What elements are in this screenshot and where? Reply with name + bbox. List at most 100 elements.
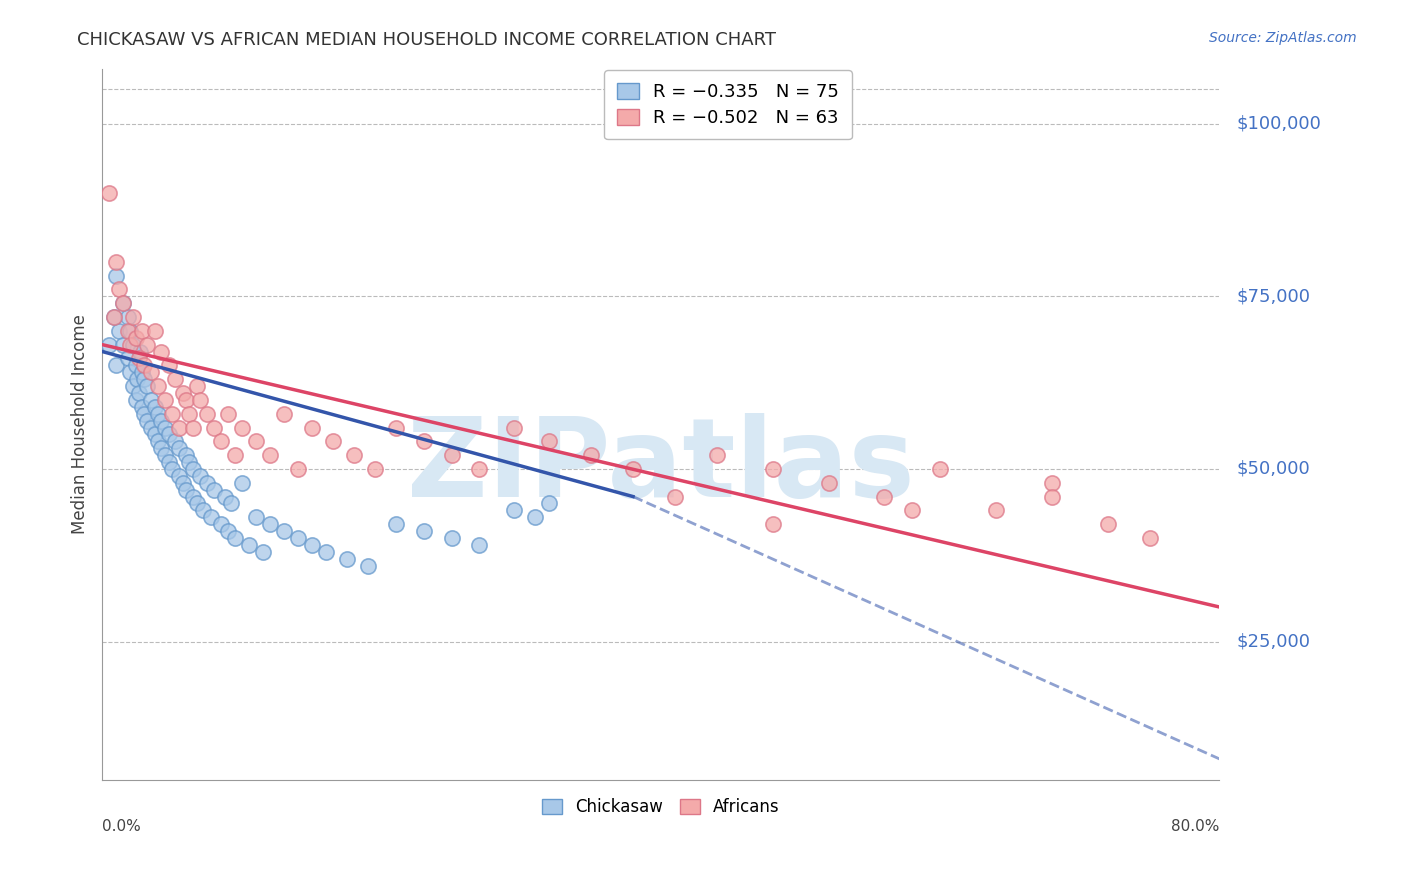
Point <box>177 407 200 421</box>
Point <box>150 414 173 428</box>
Legend: Chickasaw, Africans: Chickasaw, Africans <box>534 790 789 824</box>
Point <box>238 538 260 552</box>
Point <box>136 414 159 428</box>
Point <box>357 558 380 573</box>
Point <box>117 310 139 324</box>
Point <box>186 496 208 510</box>
Point <box>163 372 186 386</box>
Point <box>105 268 128 283</box>
Point <box>412 524 434 538</box>
Point <box>125 392 148 407</box>
Point <box>122 379 145 393</box>
Point <box>167 420 190 434</box>
Point <box>186 379 208 393</box>
Point <box>191 503 214 517</box>
Point <box>136 337 159 351</box>
Point <box>322 434 344 449</box>
Point <box>131 400 153 414</box>
Point <box>929 462 952 476</box>
Point <box>148 379 170 393</box>
Point <box>162 462 184 476</box>
Point <box>901 503 924 517</box>
Point <box>141 420 163 434</box>
Point <box>155 420 177 434</box>
Point <box>301 420 323 434</box>
Point <box>174 483 197 497</box>
Point <box>145 427 167 442</box>
Point <box>167 442 190 456</box>
Point <box>538 496 561 510</box>
Point <box>159 359 181 373</box>
Point <box>120 324 142 338</box>
Point <box>103 310 125 324</box>
Point <box>174 392 197 407</box>
Point <box>287 531 309 545</box>
Point <box>108 282 131 296</box>
Point <box>163 434 186 449</box>
Point <box>141 392 163 407</box>
Point <box>762 462 785 476</box>
Point <box>273 407 295 421</box>
Point <box>384 517 406 532</box>
Point <box>103 310 125 324</box>
Text: $25,000: $25,000 <box>1236 632 1310 650</box>
Point <box>1097 517 1119 532</box>
Text: 80.0%: 80.0% <box>1171 819 1219 834</box>
Point <box>112 296 135 310</box>
Point <box>125 331 148 345</box>
Point <box>155 392 177 407</box>
Point <box>503 420 526 434</box>
Point <box>202 483 225 497</box>
Point <box>217 524 239 538</box>
Point <box>131 365 153 379</box>
Point <box>120 365 142 379</box>
Point <box>105 359 128 373</box>
Y-axis label: Median Household Income: Median Household Income <box>72 314 89 534</box>
Point <box>188 468 211 483</box>
Point <box>301 538 323 552</box>
Point <box>172 475 194 490</box>
Text: CHICKASAW VS AFRICAN MEDIAN HOUSEHOLD INCOME CORRELATION CHART: CHICKASAW VS AFRICAN MEDIAN HOUSEHOLD IN… <box>77 31 776 49</box>
Point <box>524 510 547 524</box>
Point <box>145 324 167 338</box>
Text: $100,000: $100,000 <box>1236 115 1322 133</box>
Point <box>503 503 526 517</box>
Point <box>177 455 200 469</box>
Point <box>259 517 281 532</box>
Point <box>259 448 281 462</box>
Point <box>440 531 463 545</box>
Point <box>209 517 232 532</box>
Point <box>148 407 170 421</box>
Point <box>117 324 139 338</box>
Point <box>112 296 135 310</box>
Point <box>224 448 246 462</box>
Point <box>224 531 246 545</box>
Point <box>136 379 159 393</box>
Point <box>984 503 1007 517</box>
Point <box>129 344 152 359</box>
Point <box>217 407 239 421</box>
Point <box>172 386 194 401</box>
Point <box>112 337 135 351</box>
Point <box>122 310 145 324</box>
Text: ZIPatlas: ZIPatlas <box>408 413 915 520</box>
Point <box>134 359 156 373</box>
Point <box>1139 531 1161 545</box>
Point <box>134 372 156 386</box>
Point <box>202 420 225 434</box>
Point <box>538 434 561 449</box>
Point <box>105 255 128 269</box>
Point <box>150 442 173 456</box>
Point <box>245 434 267 449</box>
Point <box>128 351 150 366</box>
Point <box>1040 475 1063 490</box>
Point <box>125 359 148 373</box>
Point <box>159 455 181 469</box>
Point <box>440 448 463 462</box>
Point <box>231 420 253 434</box>
Point <box>664 490 686 504</box>
Point <box>98 337 121 351</box>
Point <box>167 468 190 483</box>
Point <box>245 510 267 524</box>
Point <box>817 475 839 490</box>
